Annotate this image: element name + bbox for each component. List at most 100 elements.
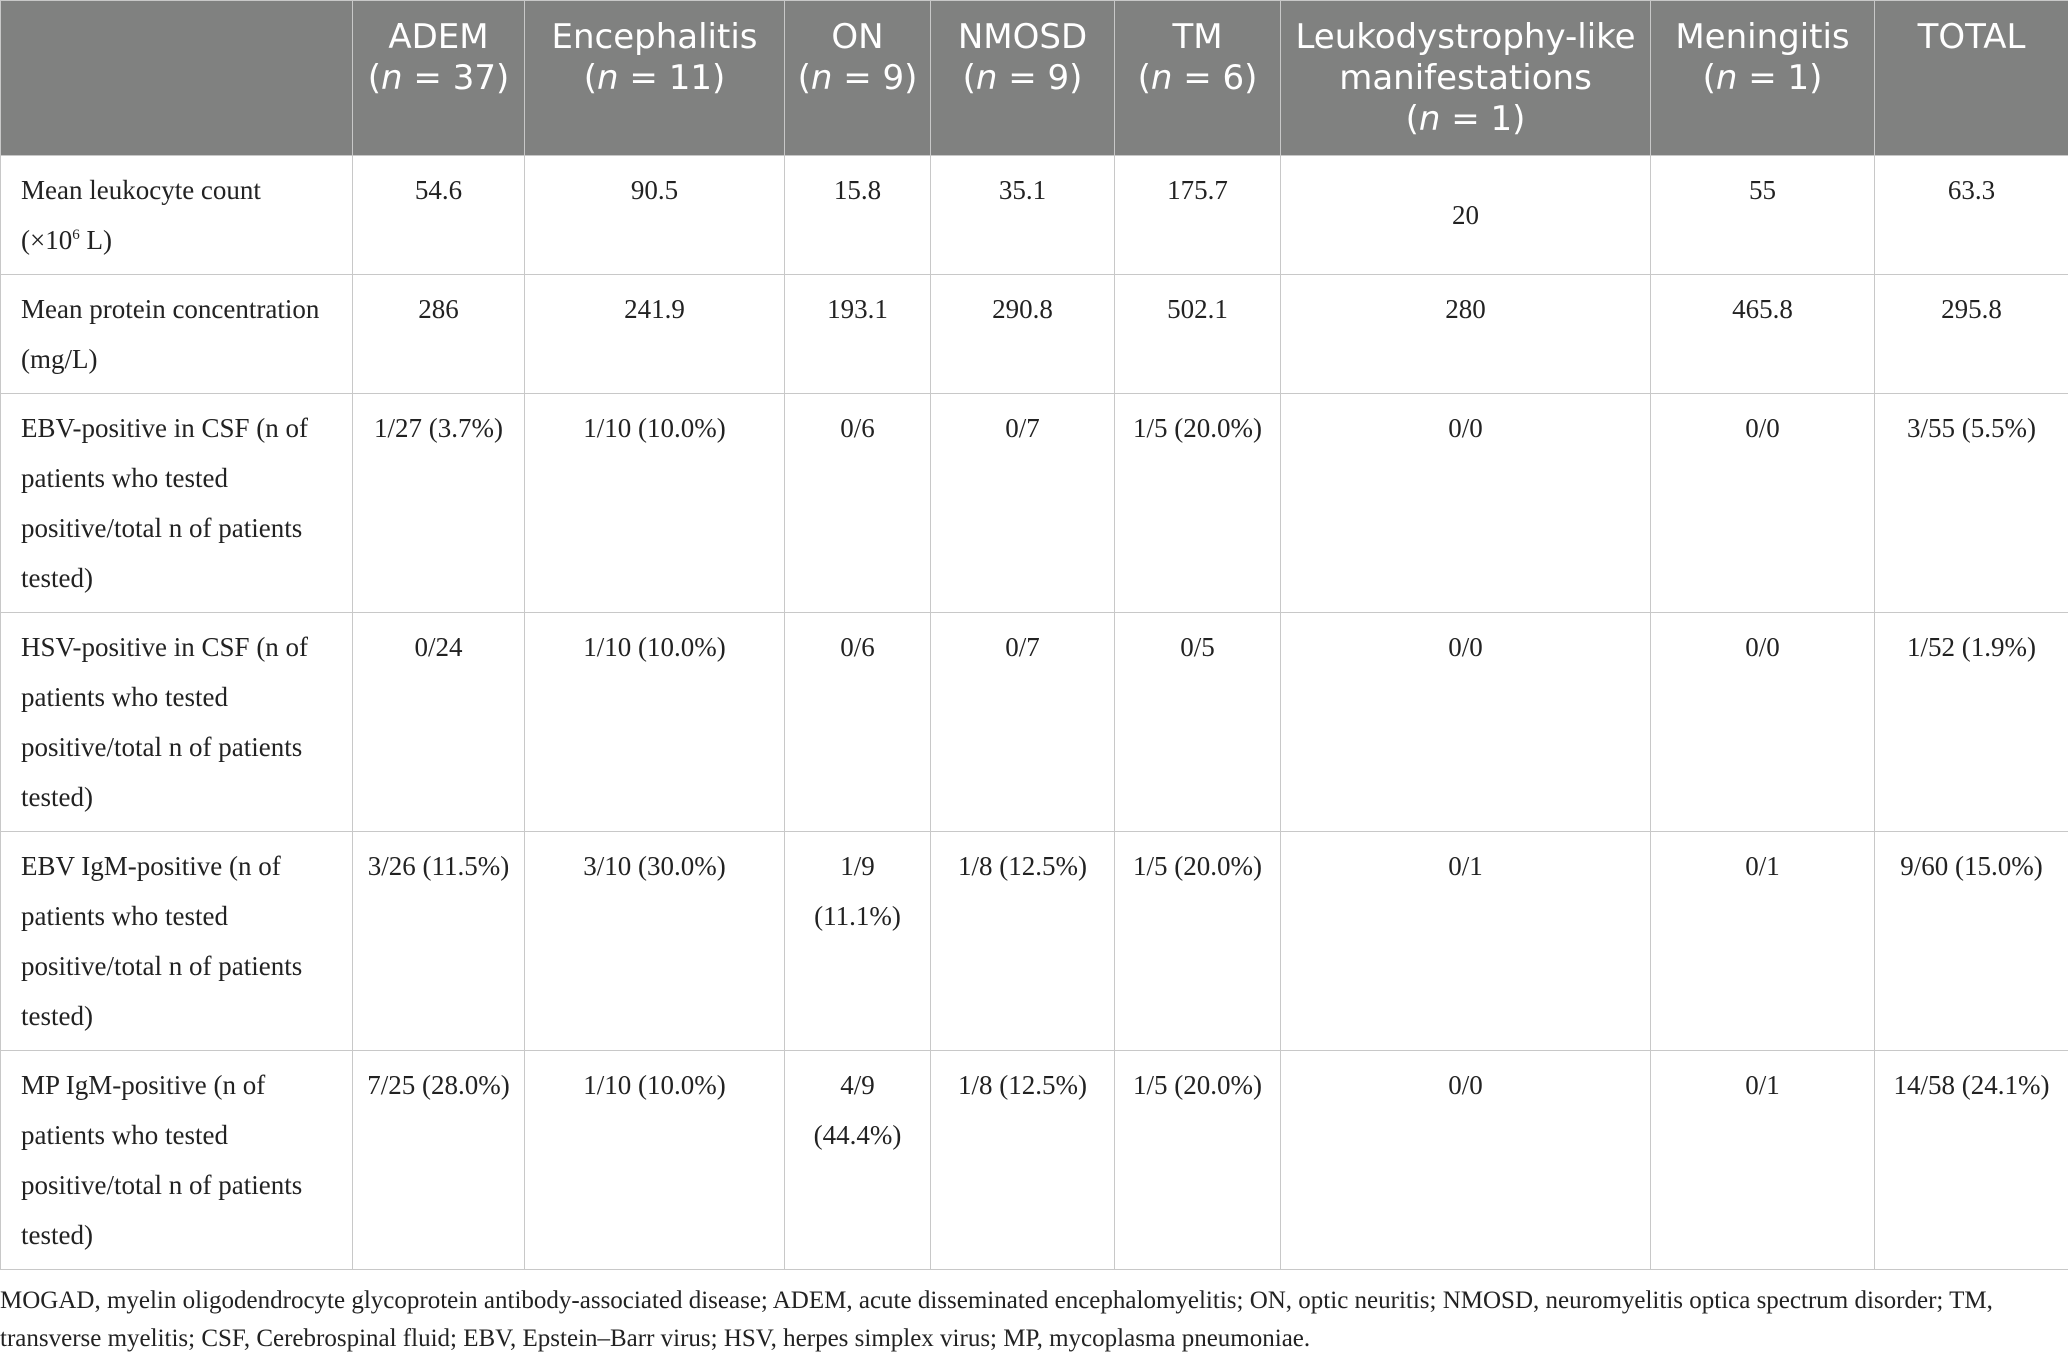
table-cell: 1/5 (20.0%) xyxy=(1114,831,1281,1051)
column-header-count: (n = 1) xyxy=(1702,58,1823,98)
table-cell: 1/8 (12.5%) xyxy=(930,1050,1115,1270)
table-cell: 55 xyxy=(1650,155,1875,275)
table-cell: 0/1 xyxy=(1650,831,1875,1051)
table-cell: 502.1 xyxy=(1114,274,1281,394)
column-header: Meningitis (n = 1) xyxy=(1650,0,1875,156)
data-table: ADEM (n = 37) Encephalitis (n = 11) ON (… xyxy=(0,0,2068,1270)
column-header-count: (n = 11) xyxy=(583,58,726,98)
column-header-name: Meningitis xyxy=(1675,17,1850,57)
table-cell: 175.7 xyxy=(1114,155,1281,275)
column-header: Encephalitis (n = 11) xyxy=(524,0,785,156)
table-cell: 0/0 xyxy=(1280,612,1651,832)
table-cell: 63.3 xyxy=(1874,155,2068,275)
n-symbol: n xyxy=(975,58,998,98)
column-header-name: TM xyxy=(1172,17,1223,57)
table-cell: 7/25 (28.0%) xyxy=(352,1050,525,1270)
table-cell: 0/0 xyxy=(1650,612,1875,832)
table-row: EBV IgM-positive (n of patients who test… xyxy=(0,831,2068,1051)
row-label: EBV-positive in CSF (n of patients who t… xyxy=(0,393,353,613)
row-label-text: Mean leukocyte count xyxy=(21,175,261,205)
table-cell: 0/6 xyxy=(784,393,931,613)
column-header-count: (n = 6) xyxy=(1137,58,1258,98)
table-cell: 1/10 (10.0%) xyxy=(524,612,785,832)
table-cell: 4/9 (44.4%) xyxy=(784,1050,931,1270)
unit-suffix: L) xyxy=(79,225,112,255)
row-label: Mean protein concentration (mg/L) xyxy=(0,274,353,394)
table-cell: 286 xyxy=(352,274,525,394)
table-cell: 0/0 xyxy=(1280,393,1651,613)
table-cell: 1/8 (12.5%) xyxy=(930,831,1115,1051)
column-header: Leukodystrophy-like manifestations (n = … xyxy=(1280,0,1651,156)
n-symbol: n xyxy=(1150,58,1173,98)
table-cell: 465.8 xyxy=(1650,274,1875,394)
n-symbol: n xyxy=(1715,58,1738,98)
table-cell: 35.1 xyxy=(930,155,1115,275)
table-cell: 0/6 xyxy=(784,612,931,832)
table-row: EBV-positive in CSF (n of patients who t… xyxy=(0,393,2068,613)
table-cell: 90.5 xyxy=(524,155,785,275)
table-cell: 3/10 (30.0%) xyxy=(524,831,785,1051)
table-row: HSV-positive in CSF (n of patients who t… xyxy=(0,612,2068,832)
table-cell: 1/27 (3.7%) xyxy=(352,393,525,613)
n-value: = 9) xyxy=(832,58,918,98)
table-cell: 20 xyxy=(1280,155,1651,275)
table-cell: 1/5 (20.0%) xyxy=(1114,393,1281,613)
table-footnote: MOGAD, myelin oligodendrocyte glycoprote… xyxy=(0,1287,1993,1352)
column-header-count: (n = 1) xyxy=(1405,99,1526,139)
n-value: = 1) xyxy=(1737,58,1823,98)
table-cell: 15.8 xyxy=(784,155,931,275)
table-cell: 0/7 xyxy=(930,393,1115,613)
n-value: = 1) xyxy=(1440,99,1526,139)
row-label: MP IgM-positive (n of patients who teste… xyxy=(0,1050,353,1270)
table-cell: 0/1 xyxy=(1280,831,1651,1051)
column-header-name: ADEM xyxy=(388,17,489,57)
table-row: Mean leukocyte count (×106 L) 54.6 90.5 … xyxy=(0,155,2068,275)
row-label: HSV-positive in CSF (n of patients who t… xyxy=(0,612,353,832)
table-cell: 280 xyxy=(1280,274,1651,394)
column-header: NMOSD (n = 9) xyxy=(930,0,1115,156)
n-value: = 6) xyxy=(1172,58,1258,98)
table-cell: 54.6 xyxy=(352,155,525,275)
table-cell: 0/5 xyxy=(1114,612,1281,832)
column-header-name: Encephalitis xyxy=(551,17,758,57)
table-cell: 241.9 xyxy=(524,274,785,394)
table-cell: 295.8 xyxy=(1874,274,2068,394)
column-header-count: (n = 9) xyxy=(962,58,1083,98)
n-symbol: n xyxy=(597,58,619,98)
table-cell: 290.8 xyxy=(930,274,1115,394)
unit-prefix: (×10 xyxy=(21,225,73,255)
column-header-name: TOTAL xyxy=(1917,17,2026,57)
table-row: Mean protein concentration (mg/L) 286 24… xyxy=(0,274,2068,394)
table-cell: 1/9 (11.1%) xyxy=(784,831,931,1051)
n-symbol: n xyxy=(381,58,403,98)
table-cell: 3/55 (5.5%) xyxy=(1874,393,2068,613)
table-cell: 0/0 xyxy=(1280,1050,1651,1270)
n-value: = 11) xyxy=(618,58,726,98)
row-label: Mean leukocyte count (×106 L) xyxy=(0,155,353,275)
table-cell: 9/60 (15.0%) xyxy=(1874,831,2068,1051)
n-value: = 37) xyxy=(402,58,510,98)
row-label: EBV IgM-positive (n of patients who test… xyxy=(0,831,353,1051)
unit-exponent: 6 xyxy=(72,227,80,243)
column-header: ADEM (n = 37) xyxy=(352,0,525,156)
table-cell: 1/10 (10.0%) xyxy=(524,393,785,613)
column-header-name: NMOSD xyxy=(957,17,1088,57)
column-header-count: (n = 37) xyxy=(367,58,510,98)
table-cell: 1/10 (10.0%) xyxy=(524,1050,785,1270)
column-header: TM (n = 6) xyxy=(1114,0,1281,156)
header-row: ADEM (n = 37) Encephalitis (n = 11) ON (… xyxy=(0,0,2068,156)
table-cell: 1/5 (20.0%) xyxy=(1114,1050,1281,1270)
header-corner-cell xyxy=(0,0,353,156)
column-header-name: Leukodystrophy-like manifestations xyxy=(1295,17,1636,98)
table-cell: 14/58 (24.1%) xyxy=(1874,1050,2068,1270)
table-cell: 0/0 xyxy=(1650,393,1875,613)
n-symbol: n xyxy=(810,58,833,98)
table-cell: 3/26 (11.5%) xyxy=(352,831,525,1051)
table-cell: 0/1 xyxy=(1650,1050,1875,1270)
row-label-unit: (×106 L) xyxy=(21,215,338,265)
table-cell: 193.1 xyxy=(784,274,931,394)
table-cell: 0/7 xyxy=(930,612,1115,832)
column-header-name: ON xyxy=(831,17,884,57)
table-row: MP IgM-positive (n of patients who teste… xyxy=(0,1050,2068,1270)
n-symbol: n xyxy=(1418,99,1441,139)
